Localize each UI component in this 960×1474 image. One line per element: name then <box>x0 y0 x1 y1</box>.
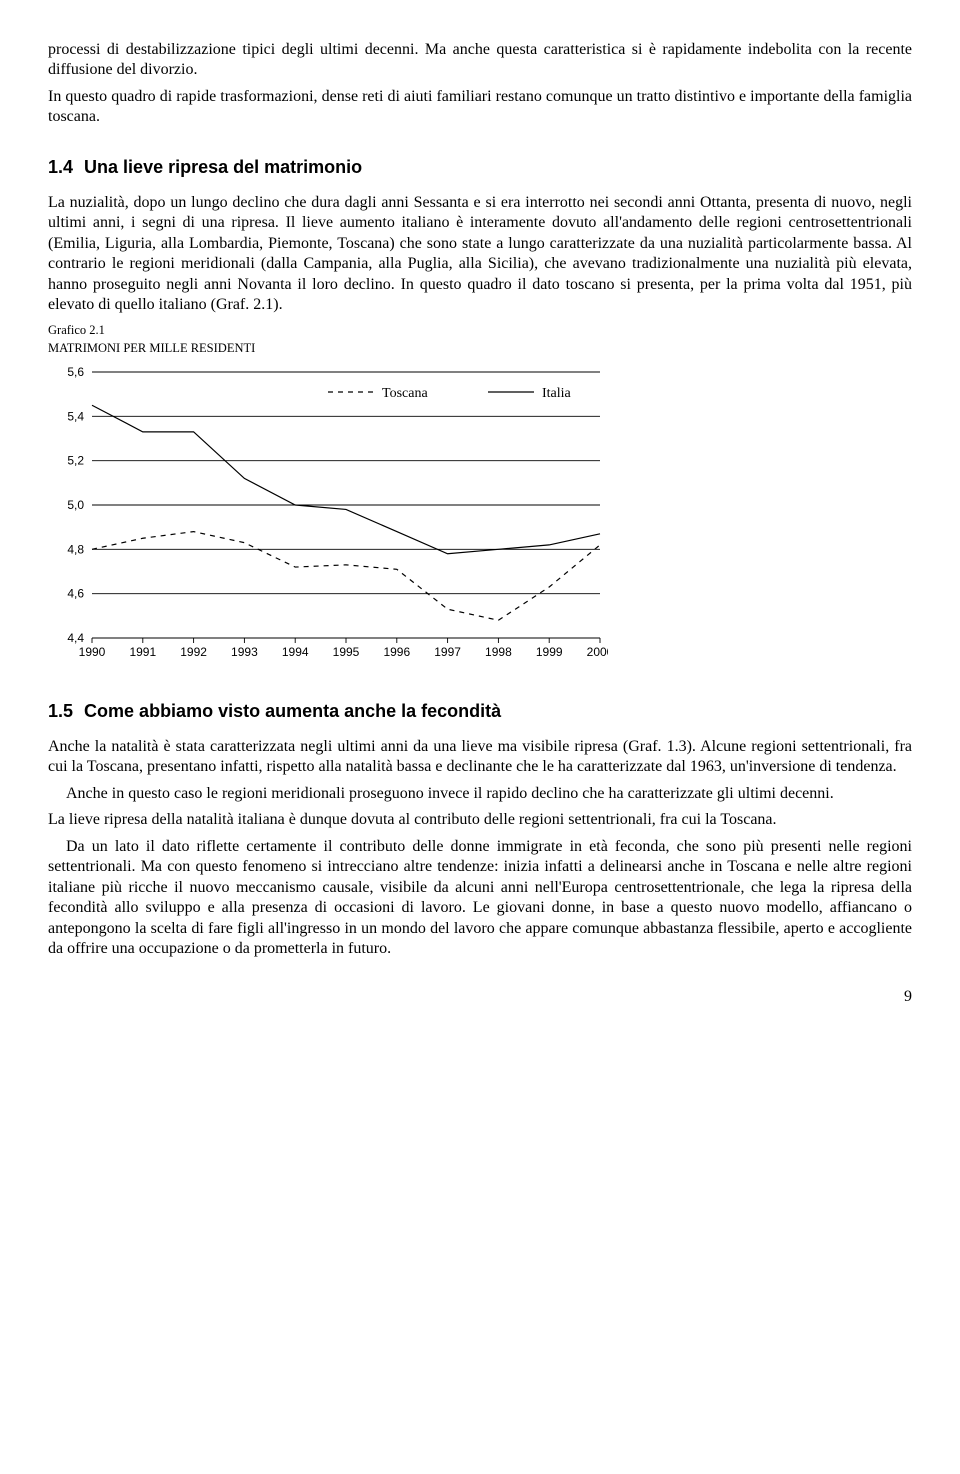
x-tick-label: 1990 <box>79 645 106 659</box>
section-1-4-title: Una lieve ripresa del matrimonio <box>84 157 362 177</box>
y-tick-label: 5,4 <box>67 409 84 423</box>
y-tick-label: 5,0 <box>67 498 84 512</box>
x-tick-label: 1995 <box>333 645 360 659</box>
y-tick-label: 4,4 <box>67 631 84 645</box>
section-1-5-title: Come abbiamo visto aumenta anche la feco… <box>84 701 501 721</box>
section-1-5-para-4: Da un lato il dato riflette certamente i… <box>48 837 912 960</box>
section-1-5-para-2: Anche in questo caso le regioni meridion… <box>48 784 912 804</box>
x-tick-label: 2000 <box>587 645 608 659</box>
series-italia <box>92 405 600 554</box>
page-number: 9 <box>48 987 912 1007</box>
y-tick-label: 4,6 <box>67 586 84 600</box>
section-1-5-number: 1.5 <box>48 701 73 721</box>
section-1-5-heading: 1.5 Come abbiamo visto aumenta anche la … <box>48 700 912 723</box>
x-tick-label: 1993 <box>231 645 258 659</box>
chart-caption-line2: MATRIMONI PER MILLE RESIDENTI <box>48 340 912 356</box>
intro-para-1: processi di destabilizzazione tipici deg… <box>48 40 912 81</box>
section-1-5-para-3: La lieve ripresa della natalità italiana… <box>48 810 912 830</box>
intro-para-2: In questo quadro di rapide trasformazion… <box>48 87 912 128</box>
section-1-5-para-1: Anche la natalità è stata caratterizzata… <box>48 737 912 778</box>
x-tick-label: 1991 <box>129 645 156 659</box>
section-1-4-para: La nuzialità, dopo un lungo declino che … <box>48 193 912 316</box>
x-tick-label: 1998 <box>485 645 512 659</box>
y-tick-label: 5,6 <box>67 365 84 379</box>
x-tick-label: 1994 <box>282 645 309 659</box>
x-tick-label: 1992 <box>180 645 207 659</box>
x-tick-label: 1996 <box>383 645 410 659</box>
series-toscana <box>92 531 600 620</box>
y-tick-label: 5,2 <box>67 453 84 467</box>
legend-label-italia: Italia <box>542 386 572 401</box>
x-tick-label: 1997 <box>434 645 461 659</box>
x-tick-label: 1999 <box>536 645 563 659</box>
legend-label-toscana: Toscana <box>382 386 428 401</box>
chart-caption-line1: Grafico 2.1 <box>48 322 912 338</box>
chart-svg: 4,4 4,6 4,8 5,0 5,2 5,4 5,6 1990 1991 1992 1993 199… <box>48 362 608 672</box>
section-1-4-number: 1.4 <box>48 157 73 177</box>
chart-matrimoni: 4,4 4,6 4,8 5,0 5,2 5,4 5,6 1990 1991 1992 1993 199… <box>48 362 608 672</box>
section-1-4-heading: 1.4 Una lieve ripresa del matrimonio <box>48 156 912 179</box>
y-tick-label: 4,8 <box>67 542 84 556</box>
